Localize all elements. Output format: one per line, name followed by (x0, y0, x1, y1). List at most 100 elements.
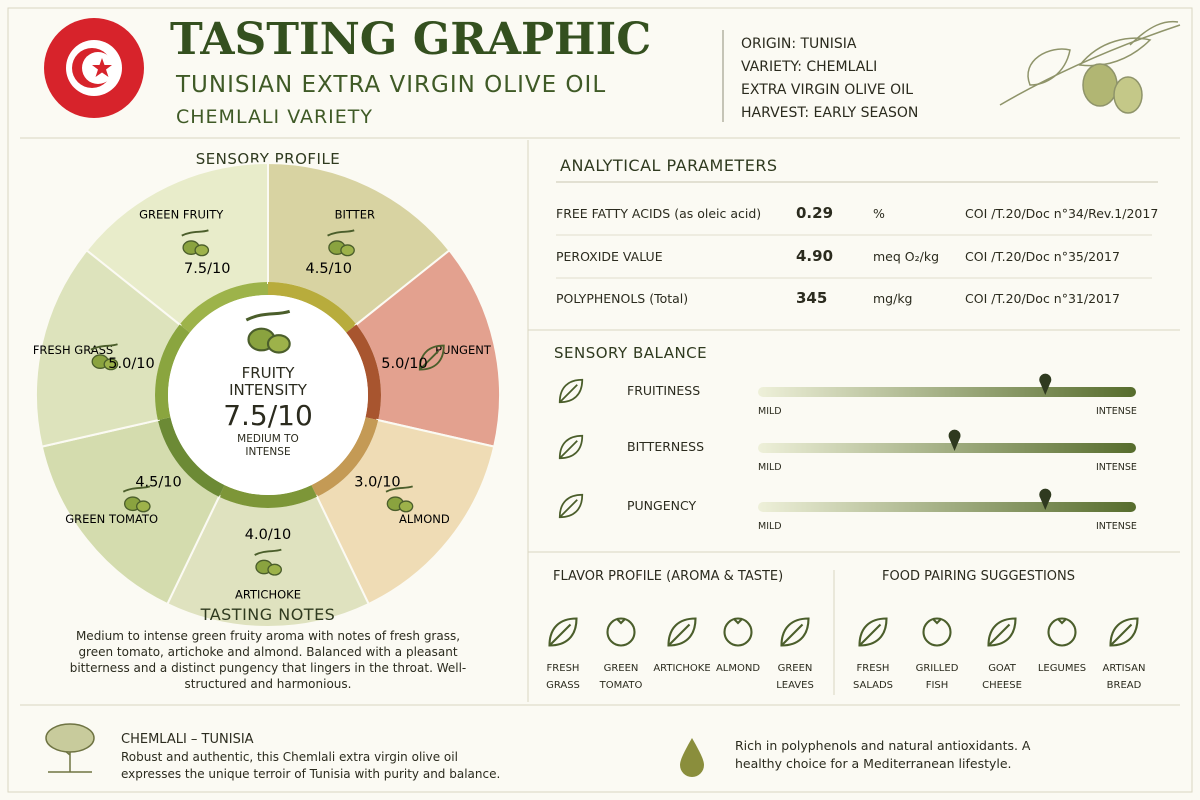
scale-label: MILD (758, 521, 782, 532)
segment-label: ARTICHOKE (235, 588, 301, 602)
wheel-ring (157, 417, 225, 497)
table-cell: COI /T.20/Doc n°31/2017 (965, 291, 1120, 306)
subtitle: TUNISIAN EXTRA VIRGIN OLIVE OIL (176, 72, 607, 98)
section-title: ANALYTICAL PARAMETERS (560, 156, 778, 175)
section-title: FLAVOR PROFILE (AROMA & TASTE) (553, 569, 784, 584)
item-icon (1109, 617, 1139, 647)
flag (44, 18, 144, 118)
table-cell: % (873, 206, 885, 221)
olive-branch (999, 20, 1181, 114)
footer-text: Robust and authentic, this Chemlali extr… (121, 750, 501, 781)
table-cell: FREE FATTY ACIDS (as oleic acid) (556, 206, 762, 221)
segment-score: 7.5/10 (184, 261, 230, 277)
scale-label: MILD (758, 462, 782, 473)
item-icon (548, 617, 578, 647)
wheel-ring (155, 324, 190, 421)
balance-bar (758, 443, 1136, 453)
segment-score: 3.0/10 (354, 474, 400, 490)
balance-marker (1039, 488, 1052, 510)
item-icon (780, 617, 810, 647)
item-label: FRESH GRASS (546, 663, 580, 691)
item-icon (606, 617, 636, 647)
wheel-ring (268, 282, 357, 333)
item-icon (723, 617, 753, 647)
segment-score: 4.0/10 (245, 527, 291, 543)
title: TASTING GRAPHIC (170, 14, 652, 65)
segment-label: BITTER (335, 207, 375, 221)
frame (7, 7, 1193, 793)
item-label: LEGUMES (1037, 663, 1087, 674)
item-label: GRILLED FISH (915, 663, 959, 691)
table-cell: meq O₂/kg (873, 249, 940, 264)
tree-icon (45, 723, 95, 773)
table-cell: COI /T.20/Doc n°34/Rev.1/2017 (965, 206, 1159, 221)
scale-label: INTENSE (1096, 406, 1137, 417)
variety: CHEMLALI VARIETY (176, 106, 374, 128)
fact: VARIETY: CHEMLALI (741, 59, 878, 75)
balance-bar (758, 502, 1136, 512)
wheel: GREEN FRUITY 7.5/10 BITTER 4.5/10 PUNGENT 5.0… (33, 161, 501, 628)
segment-label: GREEN FRUITY (139, 207, 224, 221)
drop-icon (680, 738, 704, 777)
center-level: MEDIUM TO INTENSE (237, 433, 299, 458)
table-cell: POLYPHENOLS (Total) (556, 291, 689, 306)
item-icon (922, 617, 952, 647)
center-label: FRUITY INTENSITY (229, 365, 307, 399)
fact: ORIGIN: TUNISIA (741, 36, 857, 52)
segment-label: GREEN TOMATO (65, 512, 158, 526)
segment-score: 5.0/10 (108, 356, 154, 372)
health-note: Rich in polyphenols and natural antioxid… (735, 738, 1031, 771)
table-cell: mg/kg (873, 291, 913, 306)
segment-score: 4.5/10 (135, 474, 181, 490)
facts: ORIGIN: TUNISIA VARIETY: CHEMLALI EXTRA … (741, 33, 918, 125)
balance-marker (948, 429, 961, 451)
item-label: ARTICHOKE (653, 663, 711, 674)
table-cell: 0.29 (796, 204, 834, 222)
wheel-ring (346, 324, 381, 421)
balance-label: BITTERNESS (627, 439, 705, 454)
item-label: FRESH SALADS (852, 663, 894, 691)
fact: HARVEST: EARLY SEASON (741, 105, 919, 121)
item-label: GREEN TOMATO (599, 663, 643, 691)
scale-label: MILD (758, 406, 782, 417)
scale-label: INTENSE (1096, 462, 1137, 473)
table-cell: PEROXIDE VALUE (556, 249, 663, 264)
section-title: SENSORY PROFILE (195, 150, 341, 168)
segment-label: FRESH GRASS (33, 343, 113, 357)
table-cell: 345 (796, 289, 828, 307)
item-icon (858, 617, 888, 647)
segment-score: 4.5/10 (306, 261, 352, 277)
balance-label: PUNGENCY (627, 498, 697, 513)
table-cell: 4.90 (796, 247, 834, 265)
item-label: ARTISAN BREAD (1102, 663, 1146, 691)
footer-title: CHEMLALI – TUNISIA (121, 732, 254, 747)
fact: EXTRA VIRGIN OLIVE OIL (741, 82, 914, 98)
balance-label: FRUITINESS (627, 383, 701, 398)
center-box: FRUITY INTENSITY 7.5/10 MEDIUM TO INTENSE (198, 365, 338, 459)
segment-label: ALMOND (399, 512, 450, 526)
segment-label: PUNGENT (435, 343, 492, 357)
item-label: GREEN LEAVES (776, 663, 814, 691)
item-icon (667, 617, 697, 647)
balance-bar (758, 387, 1136, 397)
wheel-ring (311, 417, 379, 497)
table-cell: COI /T.20/Doc n°35/2017 (965, 249, 1120, 264)
scale-label: INTENSE (1096, 521, 1137, 532)
section-title: FOOD PAIRING SUGGESTIONS (882, 569, 1075, 584)
tasting-notes: Medium to intense green fruity aroma wit… (69, 629, 467, 691)
item-label: ALMOND (715, 663, 761, 674)
item-icon (1047, 617, 1077, 647)
wheel-ring (179, 282, 268, 333)
balance-marker (1039, 373, 1052, 395)
section-title: SENSORY BALANCE (554, 344, 708, 362)
center-score: 7.5/10 (223, 399, 313, 432)
center-disc (168, 295, 368, 495)
wheel-ring (218, 485, 318, 508)
item-label: GOAT CHEESE (982, 663, 1022, 691)
segment-score: 5.0/10 (381, 356, 427, 372)
item-icon (987, 617, 1017, 647)
